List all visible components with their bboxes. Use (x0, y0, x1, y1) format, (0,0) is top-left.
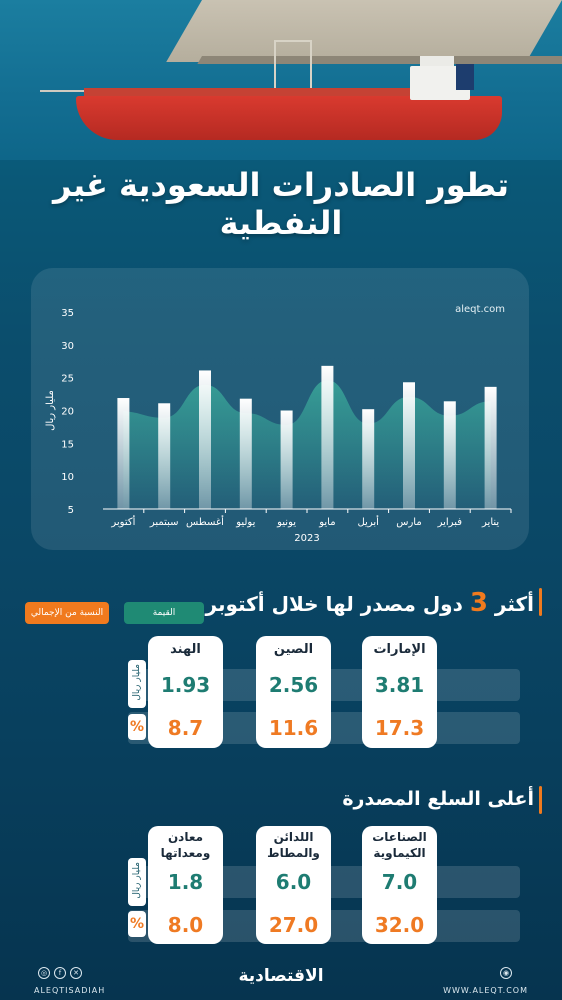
goods-card-chemicals: الصناعات الكيماوية (362, 826, 437, 944)
goods-unit-label: مليار ريال (128, 858, 146, 906)
y-axis-label: مليار ريال (45, 390, 56, 431)
legend-share: النسبة من الإجمالي (25, 602, 109, 624)
pier (166, 0, 562, 62)
y-tick-label: 5 (68, 505, 74, 516)
y-tick-label: 15 (61, 439, 74, 450)
percent-label: % (128, 714, 146, 740)
plastics-share: 27.0 (268, 913, 319, 937)
section1-title: أكثر 3 دول مصدر لها خلال أكتوبر (206, 588, 535, 618)
year-label: 2023 (294, 533, 319, 544)
country-card-uae: الإمارات (362, 636, 437, 748)
section2-title: أعلى السلع المصدرة (342, 788, 534, 810)
x-tick-label: يناير (481, 517, 499, 528)
bar (403, 382, 415, 509)
metals-value: 1.8 (167, 870, 204, 894)
footer-website[interactable]: WWW.ALEQT.COM (443, 986, 528, 995)
goods-name-line2: ومعداتها (160, 846, 211, 860)
x-icon[interactable]: ✕ (70, 967, 82, 979)
india-value: 1.93 (160, 673, 211, 697)
country-name: الصين (273, 642, 314, 657)
bar (280, 410, 293, 509)
bar (321, 365, 334, 509)
unit-label: مليار ريال (128, 660, 146, 708)
goods-percent-label: % (128, 911, 146, 937)
web-icon[interactable]: ◉ (500, 967, 512, 979)
bar (199, 370, 211, 509)
section2-accent-bar (539, 786, 542, 814)
goods-name-line1: اللدائن (273, 830, 314, 844)
chemicals-value: 7.0 (381, 870, 418, 894)
country-name: الإمارات (373, 642, 426, 657)
goods-name-line2: الكيماوية (373, 846, 426, 860)
bar (443, 401, 456, 509)
country-card-india: الهند (148, 636, 223, 748)
chart-source: aleqt.com (455, 304, 505, 315)
bar (239, 398, 252, 509)
x-tick-label: يونيو (276, 517, 296, 528)
y-tick-label: 10 (61, 472, 74, 483)
header-photo (0, 0, 562, 160)
country-card-china: الصين (256, 636, 331, 748)
metals-share: 8.0 (167, 913, 204, 937)
bar (362, 409, 375, 509)
footer-logo: الاقتصادية (238, 966, 324, 986)
uae-value: 3.81 (374, 673, 425, 697)
y-tick-label: 30 (61, 341, 74, 352)
goods-card-plastics: اللدائن والمطاط (256, 826, 331, 944)
page-title: تطور الصادرات السعودية غير النفطية (53, 166, 509, 242)
facebook-icon[interactable]: f (54, 967, 66, 979)
bar (484, 386, 497, 509)
india-share: 8.7 (167, 716, 204, 740)
exports-bar-chart: 5 10 15 20 25 30 35 مليار ريال يناير فبراير مارس أب… (45, 308, 512, 544)
y-tick-label: 20 (61, 407, 74, 418)
x-tick-label: أغسطس (186, 515, 224, 528)
x-tick-label: سبتمبر (149, 517, 179, 528)
section1-title-pre: أكثر (494, 592, 534, 616)
x-tick-label: فبراير (437, 517, 463, 528)
chart-card: aleqt.com 5 10 15 20 25 30 35 مليار ريال يناير فب… (31, 268, 529, 550)
tanker-ship (76, 96, 502, 140)
x-tick-label: أبريل (357, 515, 379, 528)
legend-value: القيمة (124, 602, 204, 624)
ship-funnel (456, 64, 474, 90)
bar (158, 403, 171, 509)
goods-card-metals: معادن ومعداتها (148, 826, 223, 944)
bar (117, 398, 130, 509)
y-tick-label: 35 (61, 308, 74, 319)
x-tick-label: يوليو (235, 517, 255, 528)
y-tick-label: 25 (61, 374, 74, 385)
x-tick-label: أكتوبر (110, 515, 135, 528)
plastics-value: 6.0 (275, 870, 312, 894)
section1-title-post: دول مصدر لها خلال أكتوبر (205, 592, 463, 616)
section1-title-num: 3 (469, 588, 488, 618)
country-name: الهند (170, 642, 201, 657)
instagram-icon[interactable]: ◎ (38, 967, 50, 979)
goods-name-line1: الصناعات (372, 830, 427, 844)
china-share: 11.6 (268, 716, 319, 740)
x-tick-label: مايو (318, 517, 335, 528)
trend-area (123, 380, 491, 509)
goods-name-line1: معادن (167, 830, 204, 844)
uae-share: 17.3 (374, 716, 425, 740)
chemicals-share: 32.0 (374, 913, 425, 937)
footer-handle[interactable]: ALEQTISADIAH (34, 986, 106, 995)
x-tick-label: مارس (396, 517, 421, 528)
loading-crane (274, 40, 312, 98)
pier-edge (197, 56, 562, 64)
china-value: 2.56 (268, 673, 319, 697)
goods-name-line2: والمطاط (267, 846, 320, 860)
section1-accent-bar (539, 588, 542, 616)
